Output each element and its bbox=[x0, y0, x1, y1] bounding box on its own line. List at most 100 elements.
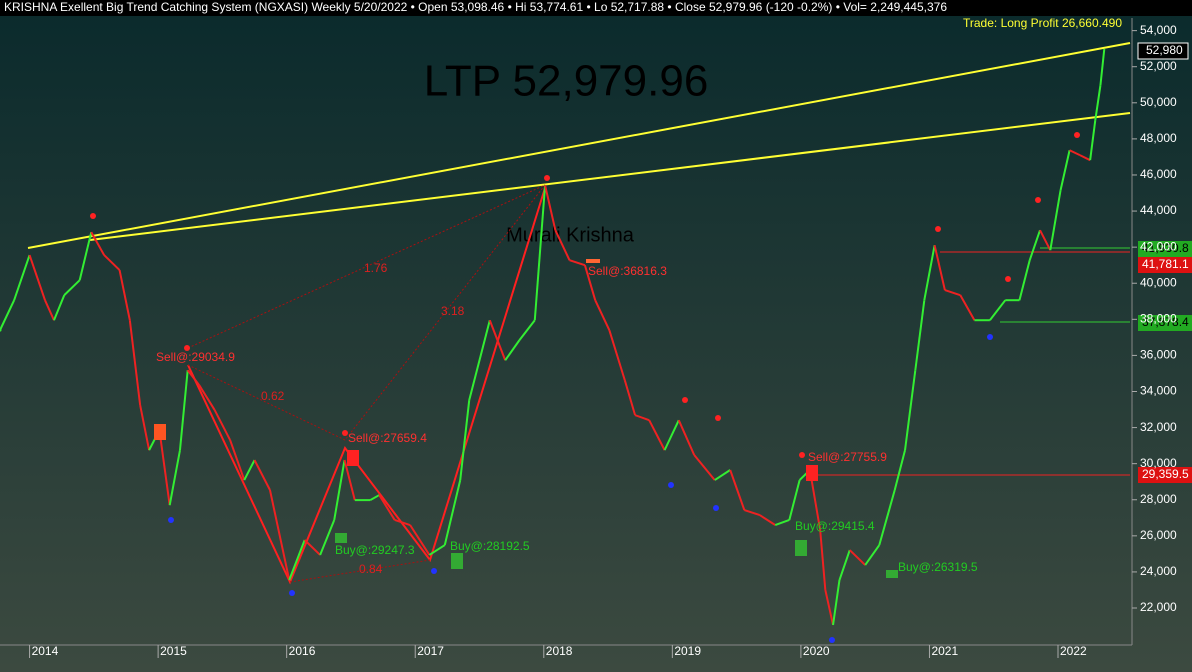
price-segment bbox=[168, 449, 181, 506]
y-tick-label: 30,000 bbox=[1140, 456, 1177, 470]
price-segment bbox=[1089, 119, 1097, 161]
price-segment bbox=[904, 370, 917, 451]
ratio-label: 3.18 bbox=[441, 304, 465, 318]
ratio-label: 0.84 bbox=[359, 562, 383, 576]
price-segment bbox=[744, 509, 761, 517]
price-segment bbox=[533, 185, 547, 321]
price-segment bbox=[1069, 149, 1081, 157]
price-segment bbox=[774, 519, 790, 526]
price-segment bbox=[288, 539, 306, 581]
price-box bbox=[1138, 257, 1192, 273]
price-box bbox=[1137, 42, 1189, 60]
price-segment bbox=[78, 231, 93, 281]
price-segment bbox=[428, 544, 446, 556]
price-segment bbox=[229, 439, 246, 481]
price-segment bbox=[253, 459, 271, 491]
annotation: Buy@:28192.5 bbox=[450, 539, 530, 553]
price-segment bbox=[1099, 48, 1106, 86]
y-tick-label: 54,000 bbox=[1140, 23, 1177, 37]
trend-line bbox=[27, 42, 1131, 249]
price-segment bbox=[989, 299, 1007, 321]
price-segment bbox=[333, 459, 346, 521]
price-segment bbox=[878, 489, 896, 546]
price-segment bbox=[959, 294, 976, 321]
price-segment bbox=[554, 229, 571, 261]
price-segment bbox=[759, 514, 776, 526]
price-segment bbox=[1079, 154, 1091, 162]
price-segment bbox=[198, 384, 216, 411]
pattern-dash bbox=[187, 184, 546, 349]
price-segment bbox=[1049, 189, 1062, 251]
price-segment bbox=[623, 379, 637, 416]
price-label: 41,930.8 bbox=[1142, 241, 1189, 255]
price-segment bbox=[832, 579, 841, 626]
header-title: KRISHNA Exellent Big Trend Catching Syst… bbox=[4, 0, 947, 14]
price-segment bbox=[933, 244, 946, 291]
price-segment bbox=[378, 494, 396, 521]
annotation: Sell@:27755.9 bbox=[808, 450, 887, 464]
x-tick-label: 2015 bbox=[160, 644, 187, 658]
y-tick-label: 40,000 bbox=[1140, 275, 1177, 289]
price-segment bbox=[893, 449, 906, 491]
watermark: Murali Krishna bbox=[506, 224, 635, 246]
price-segment bbox=[1094, 85, 1102, 121]
sell-arrow bbox=[347, 450, 359, 466]
y-tick-label: 48,000 bbox=[1140, 131, 1177, 145]
ratio-label: 1.76 bbox=[364, 261, 388, 275]
price-segment bbox=[369, 494, 380, 501]
price-segment bbox=[459, 400, 471, 481]
price-segment bbox=[544, 185, 557, 231]
price-segment bbox=[914, 300, 926, 371]
y-tick-label: 50,000 bbox=[1140, 95, 1177, 109]
price-segment bbox=[1018, 259, 1031, 301]
price-segment bbox=[118, 269, 131, 321]
x-tick-label: 2017 bbox=[417, 644, 444, 658]
price-segment bbox=[1059, 150, 1071, 191]
annotation: Buy@:29415.4 bbox=[795, 519, 875, 533]
sell-arrow bbox=[154, 424, 166, 440]
price-segment bbox=[504, 339, 521, 361]
price-label: 41,781.1 bbox=[1142, 257, 1189, 271]
price-segment bbox=[139, 404, 151, 451]
price-segment bbox=[518, 319, 536, 341]
price-segment bbox=[849, 549, 866, 566]
price-segment bbox=[28, 254, 46, 301]
x-tick-label: 2018 bbox=[546, 644, 573, 658]
price-segment bbox=[303, 539, 321, 556]
trough-markers bbox=[168, 334, 993, 643]
price-segment bbox=[0, 299, 16, 331]
y-tick-label: 22,000 bbox=[1140, 600, 1177, 614]
price-label: 52,980 bbox=[1146, 43, 1183, 57]
price-segment bbox=[634, 414, 650, 422]
price-segment bbox=[663, 419, 680, 451]
pattern-line bbox=[187, 187, 546, 585]
y-tick-label: 26,000 bbox=[1140, 528, 1177, 542]
price-segment bbox=[394, 519, 411, 526]
price-segment bbox=[44, 299, 55, 321]
price-box bbox=[1138, 467, 1192, 483]
y-tick-label: 24,000 bbox=[1140, 564, 1177, 578]
price-series bbox=[0, 48, 1106, 626]
price-box bbox=[1138, 241, 1192, 257]
price-segment bbox=[468, 319, 491, 401]
pattern-dash bbox=[187, 184, 546, 441]
price-segment bbox=[128, 320, 142, 406]
y-tick-label: 44,000 bbox=[1140, 203, 1177, 217]
price-segment bbox=[788, 479, 801, 521]
y-tick-label: 52,000 bbox=[1140, 59, 1177, 73]
price-segment bbox=[443, 479, 462, 546]
price-segment bbox=[409, 524, 431, 556]
trade-label: Trade: Long Profit 26,660.490 bbox=[963, 16, 1122, 30]
price-label: 29,359.5 bbox=[1142, 467, 1189, 481]
annotation: Sell@:36816.3 bbox=[588, 264, 667, 278]
price-segment bbox=[90, 231, 106, 256]
price-segment bbox=[243, 459, 256, 481]
buy-arrow bbox=[335, 533, 347, 543]
price-segment bbox=[648, 419, 666, 451]
price-segment bbox=[53, 294, 66, 321]
sell-arrow bbox=[806, 465, 818, 481]
buy-arrow bbox=[795, 540, 807, 556]
x-tick-label: 2021 bbox=[931, 644, 958, 658]
price-segment bbox=[158, 429, 171, 506]
